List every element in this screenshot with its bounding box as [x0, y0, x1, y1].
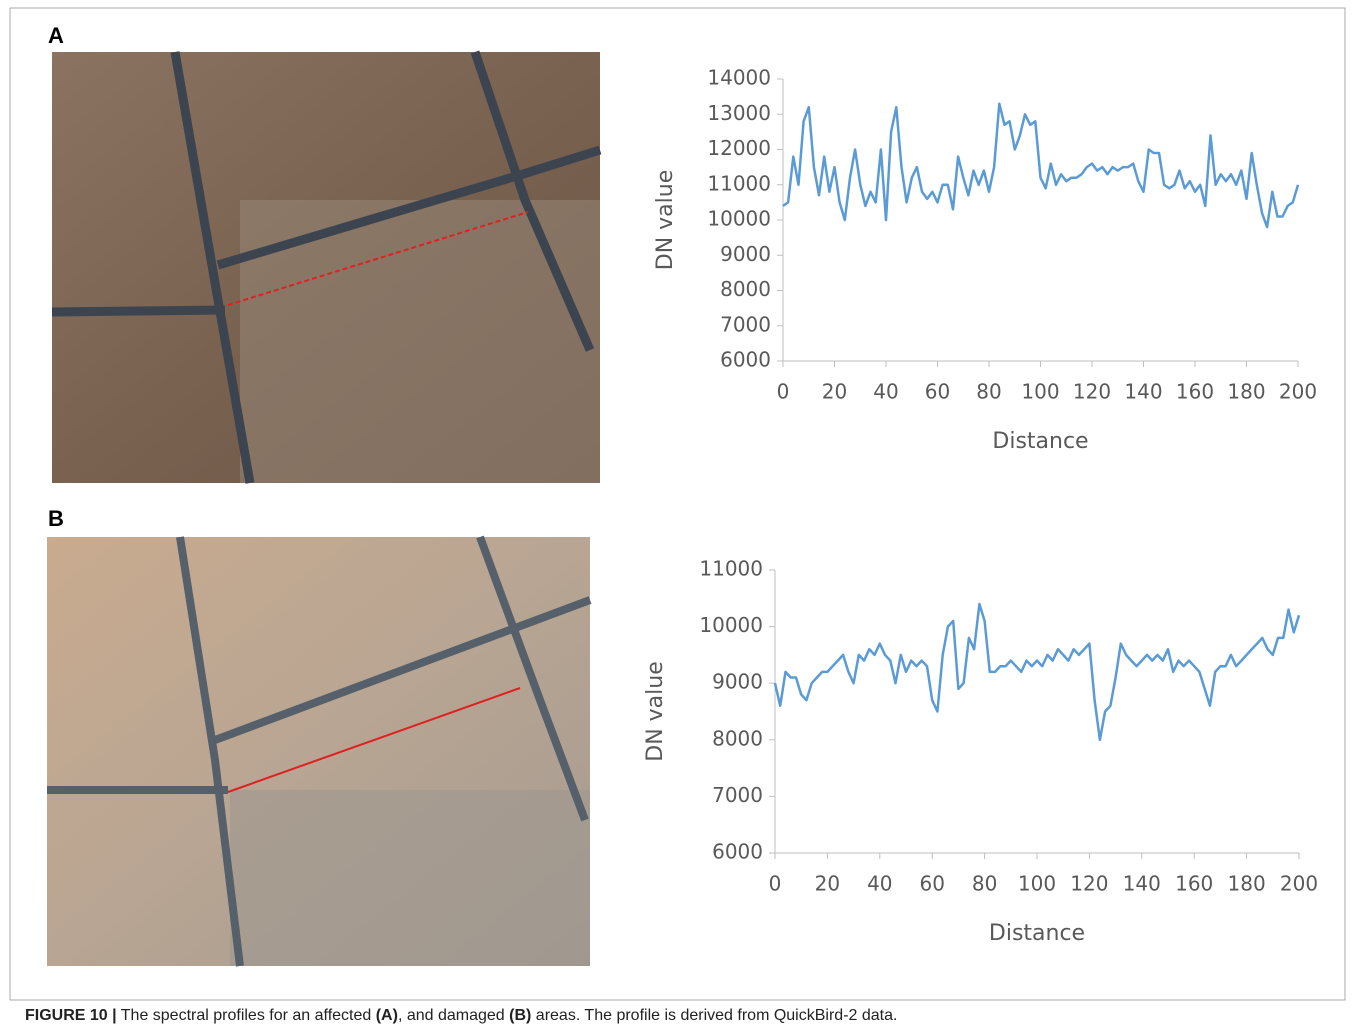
x-tick-label: 60 [925, 380, 950, 404]
figure: A B FIGURE 10 | The spectral profiles fo… [0, 0, 1355, 1030]
y-axis-label: DN value [653, 170, 678, 270]
y-tick-label: 11000 [699, 557, 763, 581]
satellite-image [52, 52, 600, 483]
y-axis-label: DN value [643, 661, 668, 761]
y-tick-label: 9000 [720, 242, 771, 266]
x-tick-label: 180 [1227, 380, 1265, 404]
x-tick-label: 20 [822, 380, 847, 404]
y-tick-label: 8000 [712, 726, 763, 750]
x-tick-label: 200 [1280, 872, 1318, 896]
x-tick-label: 160 [1176, 380, 1214, 404]
x-tick-label: 140 [1124, 380, 1162, 404]
y-tick-label: 10000 [707, 207, 771, 231]
y-tick-label: 7000 [720, 312, 771, 336]
caption-part: FIGURE 10 | [25, 1007, 117, 1024]
caption-part: (A) [376, 1007, 398, 1024]
x-tick-label: 100 [1021, 380, 1059, 404]
x-tick-label: 200 [1279, 380, 1317, 404]
caption-part: The spectral profiles for an affected [117, 1007, 376, 1024]
x-tick-label: 0 [769, 872, 782, 896]
x-tick-label: 120 [1070, 872, 1108, 896]
y-tick-label: 13000 [707, 101, 771, 125]
panel-label: B [48, 506, 64, 531]
x-tick-label: 180 [1228, 872, 1266, 896]
x-axis-label: Distance [989, 921, 1085, 946]
caption-part: , and damaged [398, 1007, 509, 1024]
y-tick-label: 11000 [707, 171, 771, 195]
y-tick-label: 12000 [707, 136, 771, 160]
x-tick-label: 80 [972, 872, 997, 896]
y-tick-label: 7000 [712, 783, 763, 807]
x-axis-label: Distance [992, 429, 1088, 454]
panel-label: A [48, 23, 64, 48]
y-tick-label: 6000 [712, 840, 763, 864]
data-line [775, 604, 1299, 740]
x-tick-label: 0 [777, 380, 790, 404]
x-tick-label: 120 [1073, 380, 1111, 404]
x-tick-label: 140 [1123, 872, 1161, 896]
y-tick-label: 8000 [720, 277, 771, 301]
x-tick-label: 40 [867, 872, 892, 896]
x-tick-label: 160 [1175, 872, 1213, 896]
y-tick-label: 9000 [712, 670, 763, 694]
y-tick-label: 14000 [707, 66, 771, 90]
y-tick-label: 6000 [720, 348, 771, 372]
caption: FIGURE 10 | The spectral profiles for an… [25, 1007, 897, 1024]
x-tick-label: 20 [815, 872, 840, 896]
caption-part: areas. The profile is derived from Quick… [531, 1007, 897, 1024]
x-tick-label: 60 [919, 872, 944, 896]
caption-part: (B) [509, 1007, 531, 1024]
satellite-image [47, 537, 590, 966]
x-tick-label: 40 [873, 380, 898, 404]
data-line [783, 104, 1298, 227]
x-tick-label: 80 [976, 380, 1001, 404]
y-tick-label: 10000 [699, 613, 763, 637]
x-tick-label: 100 [1018, 872, 1056, 896]
